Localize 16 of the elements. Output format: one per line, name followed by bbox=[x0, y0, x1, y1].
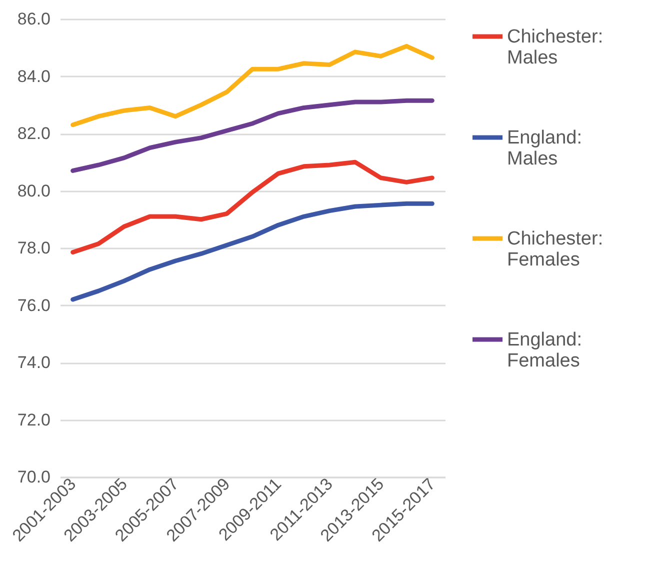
legend-label: Chichester: Males bbox=[507, 26, 604, 68]
y-tick-label: 72.0 bbox=[17, 410, 50, 430]
line-series bbox=[70, 44, 434, 128]
y-tick-label: 82.0 bbox=[17, 124, 50, 143]
y-tick-label: 84.0 bbox=[17, 66, 50, 86]
legend-label: England: Females bbox=[507, 330, 582, 372]
y-tick-label: 78.0 bbox=[17, 238, 50, 258]
y-tick-label: 80.0 bbox=[17, 181, 50, 200]
line-series bbox=[70, 160, 434, 255]
y-tick-label: 76.0 bbox=[17, 296, 50, 315]
legend-label: England: Males bbox=[507, 128, 582, 170]
legend-label: Chichester: Females bbox=[507, 228, 604, 270]
line-series bbox=[70, 98, 434, 173]
y-tick-label: 86.0 bbox=[17, 10, 50, 28]
y-tick-label: 74.0 bbox=[17, 353, 50, 372]
line-series bbox=[70, 201, 434, 302]
